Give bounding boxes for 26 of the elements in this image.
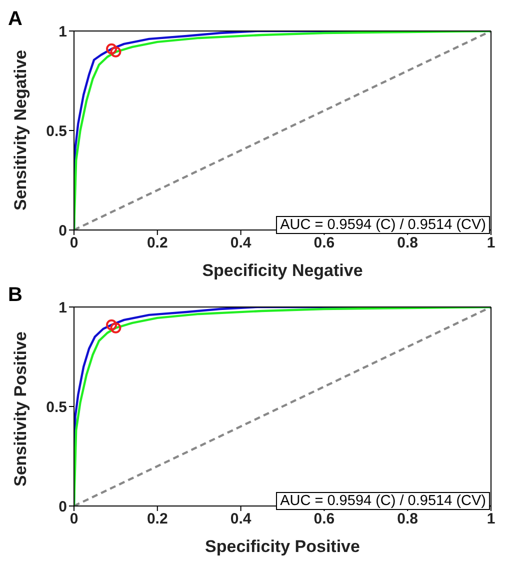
x-tick-label: 0.2 bbox=[146, 234, 168, 252]
x-tick-label: 0.8 bbox=[397, 234, 418, 252]
chart-title: B bbox=[8, 284, 22, 307]
y-tick-label: 1 bbox=[58, 23, 67, 40]
x-tick-label: 1 bbox=[486, 510, 496, 528]
y-axis-title: Sensitivity Positive bbox=[11, 332, 30, 486]
x-tick-label: 1 bbox=[486, 234, 496, 252]
chart-title: A bbox=[8, 8, 22, 31]
annotation: AUC = 0.9594 (C) / 0.9514 (CV) bbox=[276, 492, 490, 510]
annotation: AUC = 0.9594 (C) / 0.9514 (CV) bbox=[276, 216, 490, 234]
y-tick-label: 0 bbox=[58, 222, 67, 240]
y-tick-label: 0.5 bbox=[46, 122, 67, 140]
x-tick-label: 0.4 bbox=[230, 510, 252, 528]
x-tick-label: 0 bbox=[70, 234, 78, 252]
y-tick-label: 0 bbox=[58, 498, 67, 516]
x-axis-title: Specificity Positive bbox=[205, 537, 360, 556]
x-tick-label: 0.6 bbox=[314, 510, 335, 528]
y-tick-label: 1 bbox=[58, 299, 67, 316]
x-tick-label: 0.4 bbox=[230, 234, 252, 252]
x-tick-label: 0.8 bbox=[397, 510, 418, 528]
y-tick-label: 0.5 bbox=[46, 398, 67, 416]
y-axis-title: Sensitivity Negative bbox=[11, 50, 30, 210]
x-tick-label: 0.2 bbox=[146, 510, 168, 528]
x-axis-title: Specificity Negative bbox=[202, 261, 363, 280]
x-tick-label: 0.6 bbox=[314, 234, 335, 252]
x-tick-label: 0 bbox=[70, 510, 78, 528]
